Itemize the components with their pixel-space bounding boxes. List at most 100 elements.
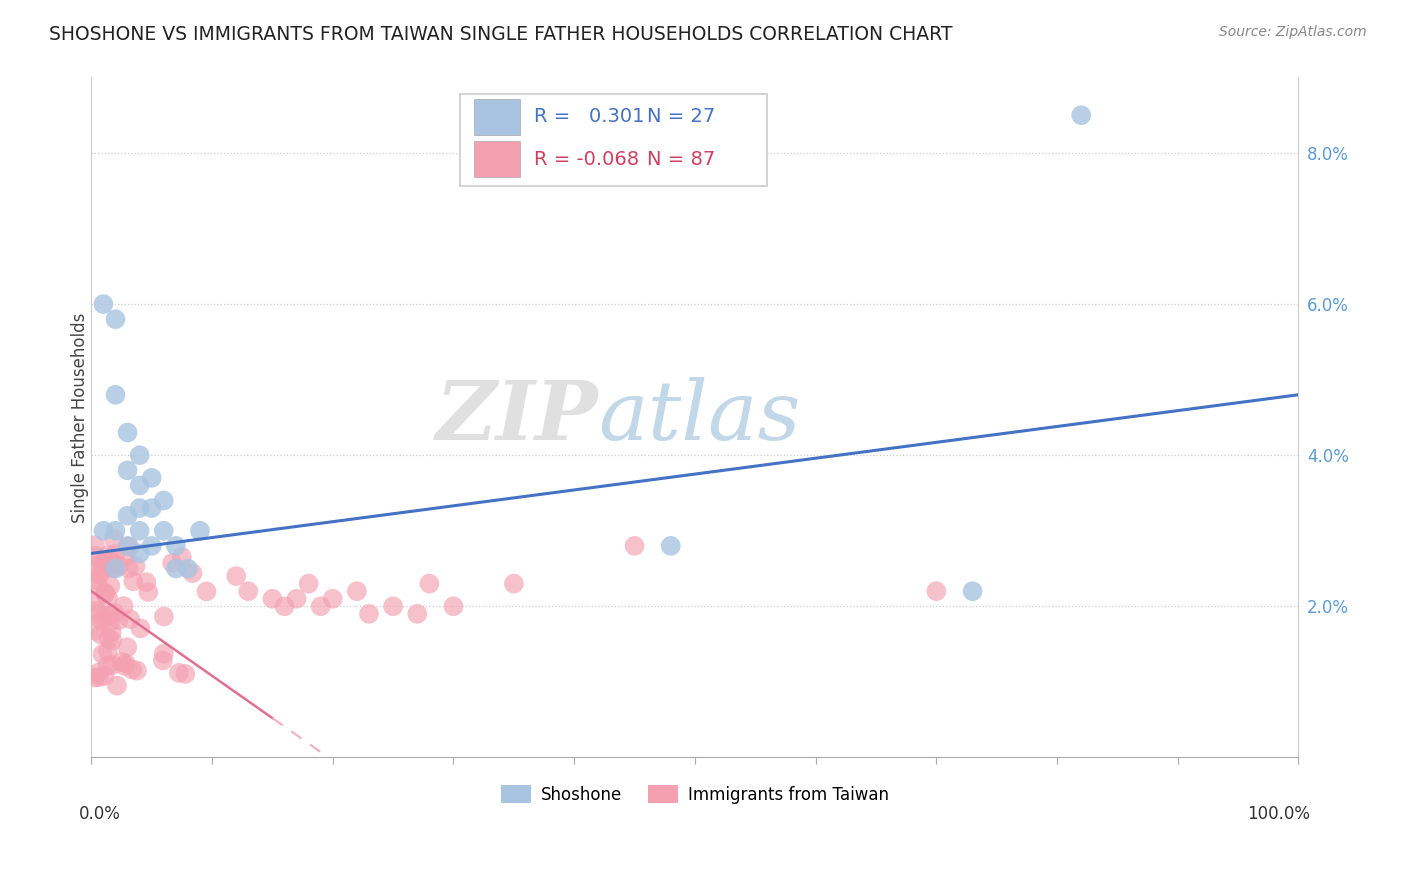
Point (84, 624, 107, 638)
Point (125, 664, 148, 678)
Point (89, 670, 111, 684)
Point (117, 561, 139, 575)
Point (152, 493, 174, 508)
Text: atlas: atlas (599, 377, 801, 458)
Point (128, 478, 150, 492)
Point (84, 595, 107, 609)
Point (97, 644, 120, 658)
Point (93, 297, 115, 311)
Point (104, 524, 127, 538)
Point (128, 448, 150, 462)
Point (117, 640, 139, 655)
FancyBboxPatch shape (474, 141, 520, 177)
Text: N = 87: N = 87 (647, 150, 714, 169)
Text: R =   0.301: R = 0.301 (534, 107, 645, 127)
FancyBboxPatch shape (460, 95, 768, 186)
FancyBboxPatch shape (474, 99, 520, 135)
Point (346, 584, 368, 599)
Point (103, 532, 125, 546)
Point (103, 558, 125, 573)
Point (90, 557, 112, 571)
Text: N = 27: N = 27 (647, 107, 714, 127)
Point (121, 663, 143, 677)
Point (107, 613, 129, 627)
Point (98, 553, 121, 567)
Point (120, 612, 142, 626)
Point (91, 647, 114, 661)
Point (94, 585, 117, 599)
Point (623, 539, 645, 553)
Point (129, 621, 152, 635)
Text: 0.0%: 0.0% (79, 805, 121, 823)
Point (97, 591, 120, 606)
Point (502, 576, 524, 591)
Point (101, 633, 124, 648)
Point (285, 591, 308, 606)
Point (177, 561, 200, 575)
Point (174, 667, 197, 681)
Point (104, 388, 127, 402)
Point (94, 587, 117, 601)
Point (160, 556, 183, 570)
Point (273, 599, 295, 614)
Point (357, 607, 380, 621)
Point (128, 524, 150, 538)
Point (112, 599, 135, 613)
Point (100, 557, 122, 571)
Point (117, 508, 139, 523)
Point (382, 599, 405, 614)
Point (84, 604, 107, 618)
Point (84, 574, 107, 588)
Point (225, 569, 247, 583)
Point (100, 624, 122, 639)
Point (152, 524, 174, 538)
Point (117, 463, 139, 477)
Point (84, 558, 107, 573)
Point (188, 524, 211, 538)
Point (128, 546, 150, 560)
Point (262, 591, 284, 606)
Text: Source: ZipAtlas.com: Source: ZipAtlas.com (1219, 25, 1367, 39)
Point (100, 579, 122, 593)
Point (104, 606, 127, 620)
Point (93, 524, 115, 538)
Point (108, 559, 131, 574)
Point (87, 607, 110, 621)
Point (90, 627, 112, 641)
Legend: Shoshone, Immigrants from Taiwan: Shoshone, Immigrants from Taiwan (495, 779, 896, 810)
Point (1070, 108, 1092, 122)
Point (322, 591, 344, 606)
Point (94, 610, 117, 624)
Point (418, 576, 440, 591)
Point (96, 549, 118, 563)
Point (93, 669, 115, 683)
Point (90, 613, 112, 627)
Point (443, 599, 465, 614)
Y-axis label: Single Father Households: Single Father Households (72, 312, 89, 523)
Point (105, 679, 128, 693)
Point (141, 539, 163, 553)
Point (298, 576, 321, 591)
Point (94, 555, 117, 569)
Point (114, 657, 136, 671)
Point (104, 312, 127, 326)
Point (86, 576, 108, 591)
Point (136, 585, 159, 599)
Point (165, 561, 187, 575)
Point (118, 540, 141, 554)
Point (962, 584, 984, 599)
Point (153, 609, 176, 624)
Point (124, 559, 146, 574)
Text: 100.0%: 100.0% (1247, 805, 1310, 823)
Point (406, 607, 429, 621)
Text: R = -0.068: R = -0.068 (534, 150, 640, 169)
Point (117, 539, 139, 553)
Point (84, 549, 107, 563)
Point (111, 655, 134, 669)
Point (141, 501, 163, 516)
Point (152, 647, 174, 661)
Point (104, 547, 127, 561)
Point (98, 560, 121, 574)
Point (165, 539, 187, 553)
Point (128, 501, 150, 516)
